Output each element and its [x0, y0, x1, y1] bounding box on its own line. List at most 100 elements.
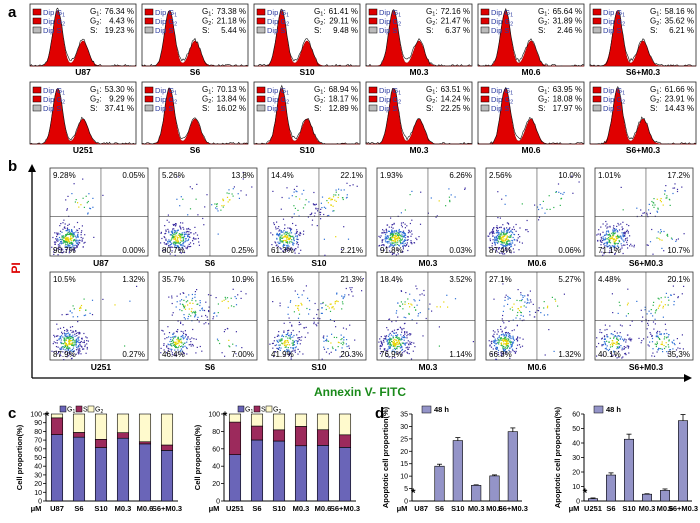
stat-name: G2:	[426, 17, 438, 28]
significance-star: *	[223, 409, 228, 423]
stat-value: 31.89 %	[553, 17, 582, 26]
legend-label: Dip G1	[491, 86, 513, 97]
bar-segment-s	[316, 429, 330, 446]
bar-segment-s	[338, 434, 352, 448]
category-label: S6+M0.3	[498, 504, 528, 513]
category-label: M0.3	[468, 504, 485, 513]
sample-label: S10	[299, 145, 314, 155]
legend-label: G2	[273, 407, 281, 416]
stat-value: 14.43 %	[665, 104, 694, 113]
stat-name: G2:	[650, 95, 662, 106]
stat-name: G1:	[426, 7, 438, 18]
y-tick-label: 0	[576, 499, 580, 506]
bar-segment-g1	[316, 445, 330, 502]
legend-swatch	[87, 405, 95, 413]
quadrant-ur-value: 10.9%	[231, 275, 254, 284]
legend-label: Dip G2	[603, 95, 625, 106]
x-unit-label: μM	[397, 504, 408, 513]
legend-label: 48 h	[606, 405, 621, 414]
legend-swatch	[368, 17, 378, 25]
legend-label: Dip S	[379, 26, 397, 35]
legend-swatch	[256, 8, 266, 16]
legend-swatch	[592, 95, 602, 103]
stat-value: 14.24 %	[441, 95, 470, 104]
quadrant-ll-value: 87.4%	[489, 246, 512, 255]
bar	[606, 474, 616, 502]
stat-value: 61.41 %	[329, 7, 358, 16]
sample-label: M0.6	[522, 145, 541, 155]
legend-swatch	[144, 104, 154, 112]
legend-label: Dip S	[603, 104, 621, 113]
histogram-outline	[589, 85, 697, 145]
scatter-points	[160, 280, 247, 357]
y-tick-label: 20	[212, 481, 220, 488]
legend-label: G2	[95, 407, 103, 416]
legend-swatch	[592, 17, 602, 25]
category-label: S6	[74, 504, 83, 513]
quadrant-ll-value: 76.9%	[380, 350, 403, 359]
significance-star: *	[45, 409, 50, 423]
y-tick-label: 30	[400, 424, 408, 431]
y-tick-label: 60	[212, 446, 220, 453]
scatter-points	[596, 183, 685, 256]
legend-swatch	[480, 86, 490, 94]
legend-swatch	[480, 104, 490, 112]
histogram-outline	[141, 10, 249, 67]
legend-label: Dip G1	[379, 8, 401, 19]
stat-name: G1:	[314, 85, 326, 96]
quadrant-ul-value: 35.7%	[162, 275, 185, 284]
legend-swatch	[32, 104, 42, 112]
quadrant-ur-value: 0.05%	[122, 171, 145, 180]
stat-name: G1:	[202, 7, 214, 18]
quadrant-ul-value: 16.5%	[271, 275, 294, 284]
bar	[624, 438, 634, 502]
sample-label: S6+M0.3	[626, 67, 661, 77]
quadrant-lr-value: 2.21%	[340, 246, 363, 255]
legend-swatch	[59, 405, 67, 413]
bar-segment-g1	[338, 447, 352, 502]
stat-value: 9.29 %	[109, 95, 134, 104]
sample-label: M0.6	[522, 67, 541, 77]
bar-segment-g1	[94, 447, 108, 502]
stat-name: S:	[314, 104, 322, 113]
y-tick-label: 70	[34, 438, 42, 445]
category-label: U87	[50, 504, 64, 513]
quadrant-ur-value: 6.26%	[449, 171, 472, 180]
legend-label: G1	[67, 407, 75, 416]
bar	[434, 465, 445, 502]
quadrant-lr-value: 1.14%	[449, 350, 472, 359]
legend-label: Dip G2	[43, 17, 65, 28]
y-tick-label: 80	[34, 429, 42, 436]
legend-swatch	[144, 95, 154, 103]
panel-label-b: b	[8, 158, 18, 175]
legend-label: Dip S	[491, 26, 509, 35]
bar-segment-s	[160, 444, 174, 451]
legend-swatch	[253, 405, 261, 413]
x-unit-label: μM	[209, 504, 220, 513]
legend-label: Dip G2	[491, 95, 513, 106]
bar	[660, 490, 670, 502]
legend-label: Dip G1	[155, 8, 177, 19]
y-tick-label: 100	[30, 412, 42, 419]
stat-name: S:	[538, 104, 546, 113]
bar-segment-g1	[138, 443, 152, 502]
stat-name: G1:	[90, 85, 102, 96]
stat-name: G2:	[90, 17, 102, 28]
scatter-frame	[594, 271, 694, 361]
sample-label: S6+M0.3	[629, 258, 664, 268]
significance-star: *	[411, 486, 416, 500]
bar-segment-g2	[294, 413, 308, 427]
panel-label-a: a	[8, 4, 17, 21]
scatter-panel: 18.4% 3.52% 76.9% 1.14% M0.3	[376, 271, 476, 372]
scatter-points	[378, 281, 474, 360]
y-tick-label: 50	[572, 426, 580, 433]
bar	[678, 420, 688, 502]
scatter-points	[160, 171, 253, 256]
category-label: S10	[94, 504, 107, 513]
legend-label: Dip G2	[491, 17, 513, 28]
x-arrow-head	[684, 374, 692, 382]
bar	[471, 485, 482, 502]
stat-value: 5.44 %	[221, 26, 246, 35]
